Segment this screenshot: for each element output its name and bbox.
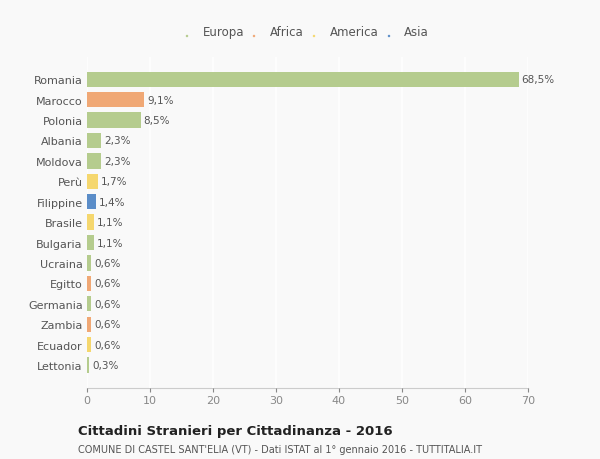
Bar [87,195,96,210]
Bar [87,297,91,312]
Bar [87,235,94,251]
Bar [87,317,91,332]
Bar [87,113,140,129]
Bar [87,337,91,353]
Text: Cittadini Stranieri per Cittadinanza - 2016: Cittadini Stranieri per Cittadinanza - 2… [78,425,392,437]
Bar [87,93,145,108]
Text: 0,6%: 0,6% [94,258,121,269]
Text: 0,6%: 0,6% [94,299,121,309]
Text: 68,5%: 68,5% [522,75,555,85]
Text: COMUNE DI CASTEL SANT'ELIA (VT) - Dati ISTAT al 1° gennaio 2016 - TUTTITALIA.IT: COMUNE DI CASTEL SANT'ELIA (VT) - Dati I… [78,444,482,454]
Text: 0,6%: 0,6% [94,340,121,350]
Bar [87,174,98,190]
Text: 0,6%: 0,6% [94,279,121,289]
Bar [87,358,89,373]
Bar [87,73,518,88]
Text: 1,1%: 1,1% [97,238,124,248]
Text: 2,3%: 2,3% [104,157,131,167]
Text: 1,7%: 1,7% [101,177,127,187]
Text: 0,3%: 0,3% [92,360,118,370]
Bar [87,154,101,169]
Bar [87,276,91,291]
Legend: Europa, Africa, America, Asia: Europa, Africa, America, Asia [184,23,431,41]
Bar [87,215,94,230]
Text: 0,6%: 0,6% [94,319,121,330]
Text: 9,1%: 9,1% [148,95,174,106]
Text: 1,4%: 1,4% [99,197,125,207]
Text: 1,1%: 1,1% [97,218,124,228]
Bar [87,134,101,149]
Text: 8,5%: 8,5% [144,116,170,126]
Text: 2,3%: 2,3% [104,136,131,146]
Bar [87,256,91,271]
